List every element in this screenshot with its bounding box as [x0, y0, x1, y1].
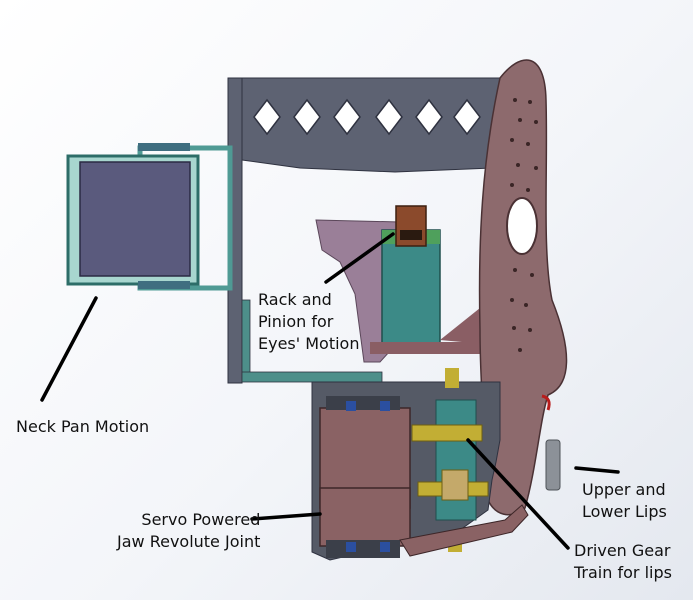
- leader-rack-pinion: [324, 232, 395, 284]
- rack-pinion-assembly: [315, 205, 495, 363]
- jaw-gear-assembly: [311, 368, 529, 561]
- leader-lips: [574, 466, 620, 474]
- face-plate: [478, 59, 568, 516]
- label-line: Eyes' Motion: [258, 334, 360, 353]
- label-rack-and-pinion: Rack and Pinion for Eyes' Motion: [258, 289, 359, 355]
- label-line: Jaw Revolute Joint: [117, 532, 261, 551]
- leader-neck-pan: [40, 296, 98, 402]
- label-neck-pan-motion: Neck Pan Motion: [16, 416, 149, 438]
- label-line: Pinion for: [258, 312, 334, 331]
- label-line: Servo Powered: [141, 510, 261, 529]
- leader-lines: [40, 232, 620, 550]
- label-line: Train for lips: [574, 563, 672, 582]
- label-line: Upper and: [582, 480, 666, 499]
- label-line: Neck Pan Motion: [16, 417, 150, 436]
- leader-servo-jaw: [250, 512, 322, 521]
- label-servo-jaw-joint: Servo Powered Jaw Revolute Joint: [117, 509, 260, 553]
- label-driven-gear-train: Driven Gear Train for lips: [574, 540, 672, 584]
- label-line: Driven Gear: [574, 541, 671, 560]
- label-line: Lower Lips: [582, 502, 667, 521]
- label-upper-lower-lips: Upper and Lower Lips: [582, 479, 667, 523]
- leader-gear-train: [466, 438, 570, 550]
- label-line: Rack and: [258, 290, 332, 309]
- frame-cutouts: [253, 98, 481, 136]
- main-frame: [227, 77, 506, 384]
- neck-pan-assembly: [66, 143, 233, 291]
- face-plate-holes: [510, 98, 538, 352]
